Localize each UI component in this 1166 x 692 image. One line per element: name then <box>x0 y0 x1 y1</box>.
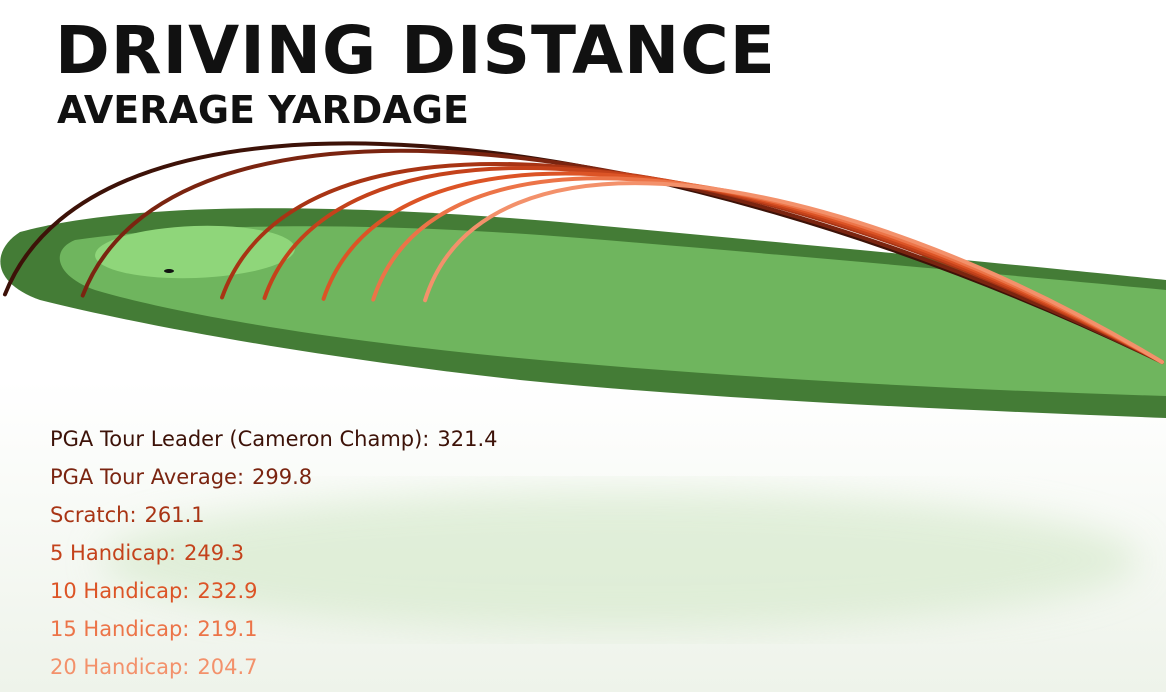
shot-arc-pga-average <box>80 148 1164 364</box>
chart-subtitle: AVERAGE YARDAGE <box>57 88 469 132</box>
distance-legend: PGA Tour Leader (Cameron Champ): 321.4 P… <box>50 420 498 686</box>
legend-value: 299.8 <box>252 465 313 489</box>
shot-arc-pga-leader <box>2 141 1164 364</box>
green <box>95 225 295 279</box>
legend-label: 10 Handicap: <box>50 579 190 603</box>
legend-row-15-handicap: 15 Handicap: 219.1 <box>50 610 498 648</box>
legend-row-pga-average: PGA Tour Average: 299.8 <box>50 458 498 496</box>
legend-label: 20 Handicap: <box>50 655 190 679</box>
legend-label: PGA Tour Average: <box>50 465 245 489</box>
legend-label: Scratch: <box>50 503 137 527</box>
legend-value: 261.1 <box>144 503 205 527</box>
shot-arc-20-handicap <box>423 181 1164 364</box>
legend-value: 321.4 <box>437 427 498 451</box>
legend-row-10-handicap: 10 Handicap: 232.9 <box>50 572 498 610</box>
shot-arc-15-handicap <box>371 176 1164 364</box>
shot-arc-5-handicap <box>262 166 1164 364</box>
legend-value: 232.9 <box>197 579 258 603</box>
legend-row-5-handicap: 5 Handicap: 249.3 <box>50 534 498 572</box>
legend-row-scratch: Scratch: 261.1 <box>50 496 498 534</box>
legend-label: 15 Handicap: <box>50 617 190 641</box>
legend-value: 204.7 <box>197 655 258 679</box>
chart-title: DRIVING DISTANCE <box>55 12 776 89</box>
legend-row-pga-leader: PGA Tour Leader (Cameron Champ): 321.4 <box>50 420 498 458</box>
hole <box>164 269 174 273</box>
legend-value: 249.3 <box>184 541 245 565</box>
fairway-reflection <box>100 490 1140 630</box>
legend-label: 5 Handicap: <box>50 541 176 565</box>
legend-value: 219.1 <box>197 617 258 641</box>
legend-label: PGA Tour Leader (Cameron Champ): <box>50 427 430 451</box>
legend-row-20-handicap: 20 Handicap: 204.7 <box>50 648 498 686</box>
